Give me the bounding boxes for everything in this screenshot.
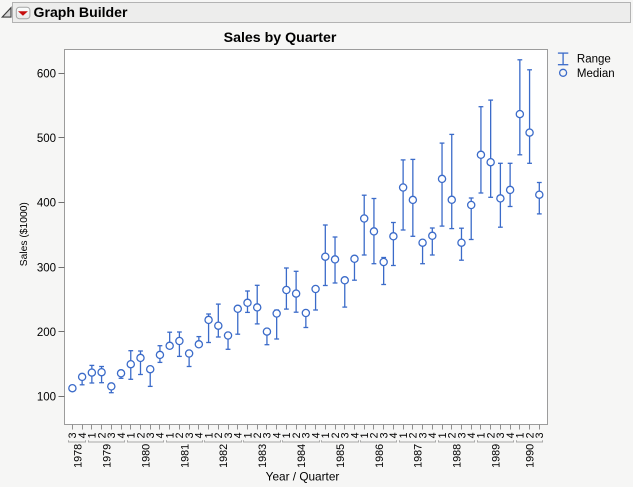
svg-text:1: 1: [476, 432, 488, 438]
svg-text:1: 1: [398, 432, 410, 438]
svg-text:Year / Quarter: Year / Quarter: [266, 470, 340, 484]
svg-text:3: 3: [262, 432, 274, 438]
svg-text:2: 2: [330, 432, 342, 438]
svg-text:3: 3: [495, 432, 507, 438]
svg-text:1: 1: [164, 432, 176, 438]
svg-text:1983: 1983: [257, 444, 269, 468]
svg-text:4: 4: [505, 432, 517, 438]
svg-text:1984: 1984: [296, 444, 308, 468]
svg-text:2: 2: [135, 432, 147, 438]
svg-text:Median: Median: [577, 68, 615, 80]
svg-text:4: 4: [388, 432, 400, 438]
svg-text:Sales by Quarter: Sales by Quarter: [224, 30, 337, 46]
svg-text:4: 4: [427, 432, 439, 438]
svg-text:3: 3: [145, 432, 157, 438]
svg-text:1: 1: [126, 432, 138, 438]
svg-text:1986: 1986: [374, 444, 386, 468]
svg-text:1: 1: [242, 432, 254, 438]
svg-text:1978: 1978: [72, 444, 84, 468]
svg-text:1989: 1989: [491, 444, 503, 468]
svg-text:2: 2: [408, 432, 420, 438]
svg-text:1980: 1980: [140, 444, 152, 468]
svg-text:2: 2: [524, 432, 536, 438]
svg-text:2: 2: [174, 432, 186, 438]
svg-text:4: 4: [116, 432, 128, 438]
svg-text:Sales ($1000): Sales ($1000): [19, 202, 30, 266]
svg-text:2: 2: [96, 432, 108, 438]
svg-text:300: 300: [37, 262, 56, 274]
svg-text:3: 3: [340, 432, 352, 438]
svg-text:2: 2: [252, 432, 264, 438]
svg-text:1: 1: [281, 432, 293, 438]
svg-text:1979: 1979: [101, 444, 113, 468]
svg-text:3: 3: [534, 432, 546, 438]
svg-text:4: 4: [271, 432, 283, 438]
svg-text:3: 3: [184, 432, 196, 438]
svg-text:Graph Builder: Graph Builder: [34, 4, 128, 20]
svg-text:4: 4: [349, 432, 361, 438]
svg-text:2: 2: [447, 432, 459, 438]
svg-text:1: 1: [203, 432, 215, 438]
svg-text:3: 3: [301, 432, 313, 438]
svg-text:1981: 1981: [179, 444, 191, 468]
svg-text:1: 1: [359, 432, 371, 438]
svg-text:3: 3: [67, 432, 79, 438]
svg-text:2: 2: [213, 432, 225, 438]
svg-text:4: 4: [233, 432, 245, 438]
svg-text:3: 3: [223, 432, 235, 438]
svg-text:600: 600: [37, 68, 56, 80]
svg-text:2: 2: [291, 432, 303, 438]
svg-text:4: 4: [155, 432, 167, 438]
svg-text:3: 3: [456, 432, 468, 438]
svg-text:1: 1: [515, 432, 527, 438]
svg-text:1: 1: [87, 432, 99, 438]
svg-text:1: 1: [437, 432, 449, 438]
svg-text:4: 4: [310, 432, 322, 438]
svg-text:3: 3: [417, 432, 429, 438]
svg-text:1: 1: [320, 432, 332, 438]
svg-text:4: 4: [194, 432, 206, 438]
svg-text:1990: 1990: [525, 444, 537, 468]
svg-text:200: 200: [37, 327, 56, 339]
svg-text:1982: 1982: [218, 444, 230, 468]
svg-text:4: 4: [466, 432, 478, 438]
svg-text:3: 3: [378, 432, 390, 438]
svg-text:400: 400: [37, 198, 56, 210]
svg-text:1985: 1985: [335, 444, 347, 468]
svg-text:Range: Range: [577, 53, 611, 65]
svg-text:2: 2: [369, 432, 381, 438]
svg-text:100: 100: [37, 392, 56, 404]
svg-text:1988: 1988: [452, 444, 464, 468]
svg-text:500: 500: [37, 133, 56, 145]
svg-text:4: 4: [77, 432, 89, 438]
svg-text:1987: 1987: [413, 444, 425, 468]
svg-text:3: 3: [106, 432, 118, 438]
svg-text:2: 2: [485, 432, 497, 438]
